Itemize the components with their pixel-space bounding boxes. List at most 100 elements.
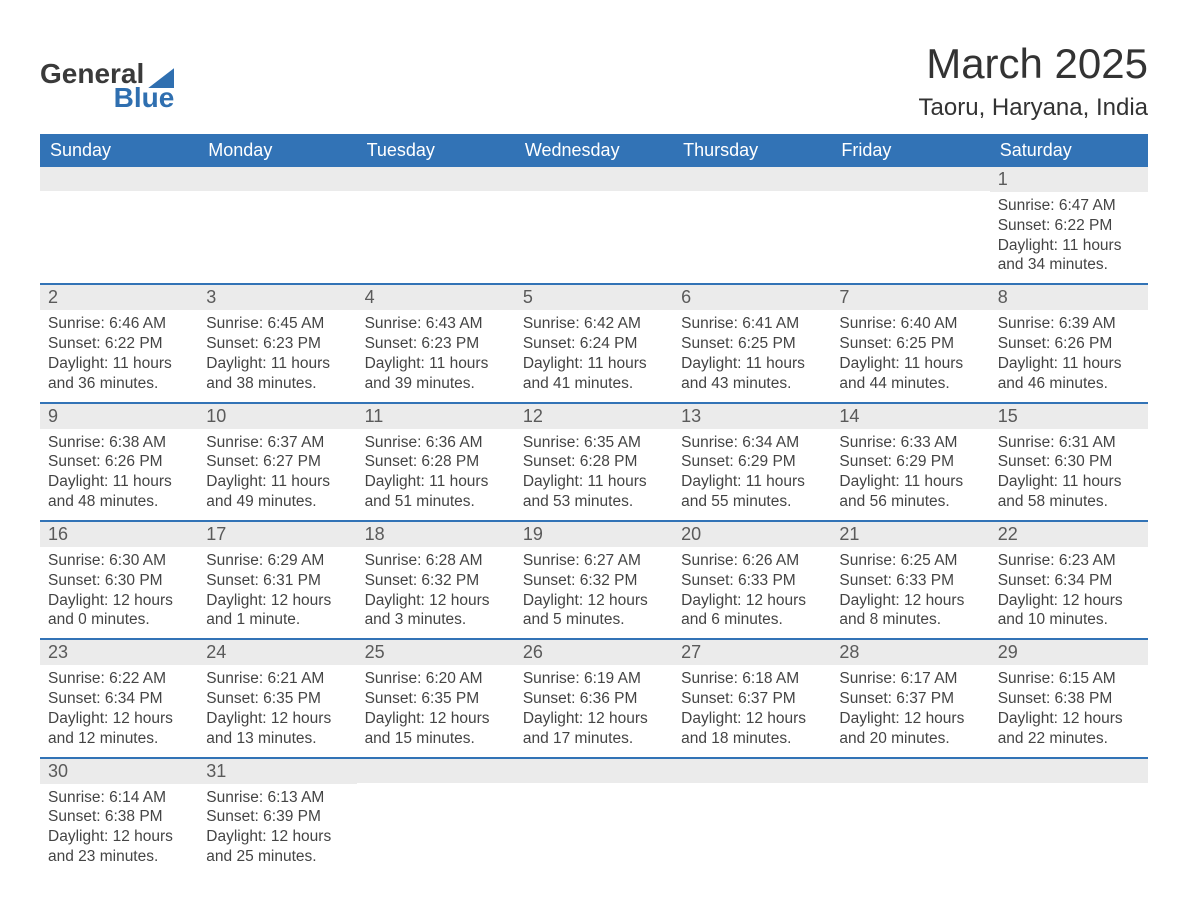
calendar-cell: 2Sunrise: 6:46 AMSunset: 6:22 PMDaylight… [40, 284, 198, 402]
day-line: Daylight: 12 hours and 20 minutes. [839, 709, 981, 749]
day-line: Sunset: 6:32 PM [365, 571, 507, 591]
day-line: Sunset: 6:34 PM [48, 689, 190, 709]
calendar-cell [357, 167, 515, 284]
day-line: Sunset: 6:25 PM [681, 334, 823, 354]
day-body: Sunrise: 6:37 AMSunset: 6:27 PMDaylight:… [198, 429, 356, 520]
day-body: Sunrise: 6:14 AMSunset: 6:38 PMDaylight:… [40, 784, 198, 875]
day-line: Sunset: 6:28 PM [523, 452, 665, 472]
day-number: 9 [40, 404, 198, 429]
day-number: 6 [673, 285, 831, 310]
day-number: 21 [831, 522, 989, 547]
calendar-cell: 19Sunrise: 6:27 AMSunset: 6:32 PMDayligh… [515, 521, 673, 639]
day-line: Sunrise: 6:43 AM [365, 314, 507, 334]
day-line: Sunrise: 6:38 AM [48, 433, 190, 453]
day-line: Sunset: 6:38 PM [998, 689, 1140, 709]
day-line: Sunset: 6:30 PM [998, 452, 1140, 472]
day-number: 28 [831, 640, 989, 665]
calendar-cell: 25Sunrise: 6:20 AMSunset: 6:35 PMDayligh… [357, 639, 515, 757]
day-body [673, 191, 831, 263]
day-line: Sunset: 6:30 PM [48, 571, 190, 591]
day-number: 1 [990, 167, 1148, 192]
day-body: Sunrise: 6:45 AMSunset: 6:23 PMDaylight:… [198, 310, 356, 401]
day-line: Daylight: 12 hours and 22 minutes. [998, 709, 1140, 749]
day-number: 27 [673, 640, 831, 665]
day-number: 31 [198, 759, 356, 784]
day-number: 2 [40, 285, 198, 310]
calendar-cell: 24Sunrise: 6:21 AMSunset: 6:35 PMDayligh… [198, 639, 356, 757]
day-body: Sunrise: 6:15 AMSunset: 6:38 PMDaylight:… [990, 665, 1148, 756]
weekday-header: Monday [198, 134, 356, 167]
day-line: Sunset: 6:34 PM [998, 571, 1140, 591]
day-body: Sunrise: 6:33 AMSunset: 6:29 PMDaylight:… [831, 429, 989, 520]
day-line: Sunset: 6:39 PM [206, 807, 348, 827]
calendar-cell: 20Sunrise: 6:26 AMSunset: 6:33 PMDayligh… [673, 521, 831, 639]
day-line: Daylight: 11 hours and 41 minutes. [523, 354, 665, 394]
day-line: Daylight: 11 hours and 58 minutes. [998, 472, 1140, 512]
day-number [673, 759, 831, 783]
day-body: Sunrise: 6:40 AMSunset: 6:25 PMDaylight:… [831, 310, 989, 401]
day-body: Sunrise: 6:19 AMSunset: 6:36 PMDaylight:… [515, 665, 673, 756]
calendar-cell: 5Sunrise: 6:42 AMSunset: 6:24 PMDaylight… [515, 284, 673, 402]
day-line: Sunset: 6:26 PM [998, 334, 1140, 354]
day-body: Sunrise: 6:42 AMSunset: 6:24 PMDaylight:… [515, 310, 673, 401]
day-line: Sunrise: 6:31 AM [998, 433, 1140, 453]
day-number [515, 167, 673, 191]
day-line: Daylight: 11 hours and 48 minutes. [48, 472, 190, 512]
day-line: Sunrise: 6:22 AM [48, 669, 190, 689]
day-number: 16 [40, 522, 198, 547]
day-body: Sunrise: 6:43 AMSunset: 6:23 PMDaylight:… [357, 310, 515, 401]
day-number: 18 [357, 522, 515, 547]
day-number: 22 [990, 522, 1148, 547]
day-body: Sunrise: 6:28 AMSunset: 6:32 PMDaylight:… [357, 547, 515, 638]
day-line: Sunset: 6:22 PM [48, 334, 190, 354]
day-body: Sunrise: 6:38 AMSunset: 6:26 PMDaylight:… [40, 429, 198, 520]
day-number [990, 759, 1148, 783]
day-number: 14 [831, 404, 989, 429]
day-line: Sunrise: 6:45 AM [206, 314, 348, 334]
day-body [357, 191, 515, 263]
day-line: Sunrise: 6:36 AM [365, 433, 507, 453]
calendar-cell: 23Sunrise: 6:22 AMSunset: 6:34 PMDayligh… [40, 639, 198, 757]
day-line: Daylight: 12 hours and 10 minutes. [998, 591, 1140, 631]
day-line: Daylight: 11 hours and 49 minutes. [206, 472, 348, 512]
day-number [515, 759, 673, 783]
day-number: 3 [198, 285, 356, 310]
day-line: Sunset: 6:27 PM [206, 452, 348, 472]
day-line: Sunrise: 6:41 AM [681, 314, 823, 334]
day-body [673, 783, 831, 855]
day-number: 7 [831, 285, 989, 310]
day-line: Daylight: 12 hours and 5 minutes. [523, 591, 665, 631]
day-line: Sunset: 6:23 PM [206, 334, 348, 354]
day-number: 5 [515, 285, 673, 310]
calendar-cell [357, 758, 515, 875]
calendar-table: Sunday Monday Tuesday Wednesday Thursday… [40, 134, 1148, 875]
day-line: Sunrise: 6:30 AM [48, 551, 190, 571]
day-line: Sunset: 6:32 PM [523, 571, 665, 591]
day-body: Sunrise: 6:31 AMSunset: 6:30 PMDaylight:… [990, 429, 1148, 520]
calendar-cell: 17Sunrise: 6:29 AMSunset: 6:31 PMDayligh… [198, 521, 356, 639]
calendar-cell: 4Sunrise: 6:43 AMSunset: 6:23 PMDaylight… [357, 284, 515, 402]
calendar-cell: 14Sunrise: 6:33 AMSunset: 6:29 PMDayligh… [831, 403, 989, 521]
day-line: Daylight: 12 hours and 17 minutes. [523, 709, 665, 749]
day-line: Sunset: 6:33 PM [681, 571, 823, 591]
day-body: Sunrise: 6:20 AMSunset: 6:35 PMDaylight:… [357, 665, 515, 756]
day-line: Daylight: 11 hours and 43 minutes. [681, 354, 823, 394]
day-body [990, 783, 1148, 855]
day-line: Sunrise: 6:21 AM [206, 669, 348, 689]
day-line: Sunset: 6:26 PM [48, 452, 190, 472]
calendar-cell: 26Sunrise: 6:19 AMSunset: 6:36 PMDayligh… [515, 639, 673, 757]
day-line: Sunrise: 6:19 AM [523, 669, 665, 689]
day-line: Sunrise: 6:33 AM [839, 433, 981, 453]
day-body [831, 783, 989, 855]
calendar-cell: 6 Sunrise: 6:41 AMSunset: 6:25 PMDaylight… [673, 284, 831, 402]
day-line: Daylight: 12 hours and 3 minutes. [365, 591, 507, 631]
day-body: Sunrise: 6:47 AMSunset: 6:22 PMDaylight:… [990, 192, 1148, 283]
day-body: Sunrise: 6:13 AMSunset: 6:39 PMDaylight:… [198, 784, 356, 875]
weekday-header: Friday [831, 134, 989, 167]
day-line: Sunset: 6:22 PM [998, 216, 1140, 236]
day-body [515, 191, 673, 263]
day-line: Daylight: 11 hours and 51 minutes. [365, 472, 507, 512]
day-line: Sunset: 6:25 PM [839, 334, 981, 354]
calendar-week: 9Sunrise: 6:38 AMSunset: 6:26 PMDaylight… [40, 403, 1148, 521]
day-line: Sunset: 6:35 PM [365, 689, 507, 709]
